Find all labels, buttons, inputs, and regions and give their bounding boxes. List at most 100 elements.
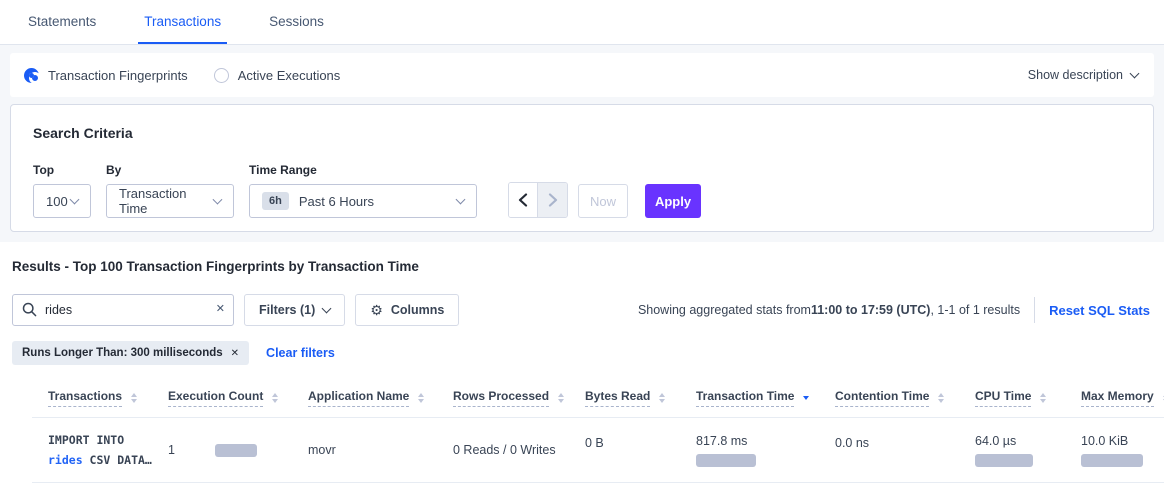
cell-transaction: IMPORT INTO rides CSV DATA… — [32, 417, 152, 484]
remove-filter-icon[interactable]: ✕ — [230, 347, 240, 359]
col-label[interactable]: Bytes Read — [585, 389, 651, 407]
view-toggle-band: Transaction Fingerprints Active Executio… — [10, 53, 1154, 97]
radio-label: Transaction Fingerprints — [48, 67, 188, 83]
col-label[interactable]: Rows Processed — [453, 389, 550, 407]
sort-icon[interactable] — [659, 393, 666, 403]
time-nav-group — [508, 182, 568, 218]
reset-sql-stats-link[interactable]: Reset SQL Stats — [1049, 302, 1150, 318]
applied-filters-row: Runs Longer Than: 300 milliseconds ✕ Cle… — [12, 341, 1164, 365]
col-header-transaction-time[interactable]: Transaction Time — [680, 381, 819, 418]
by-select[interactable]: Transaction Time — [106, 184, 234, 218]
sort-icon[interactable] — [1162, 393, 1164, 403]
top-select[interactable]: 100 — [33, 184, 91, 218]
filter-chip-label: Runs Longer Than: 300 milliseconds — [22, 347, 223, 359]
col-header-bytes-read[interactable]: Bytes Read — [569, 381, 680, 418]
search-input[interactable] — [12, 294, 234, 326]
apply-label: Apply — [654, 193, 692, 209]
filter-chip: Runs Longer Than: 300 milliseconds ✕ — [12, 341, 250, 365]
time-prev-button[interactable] — [509, 183, 538, 217]
cell-bytes-read: 0 B — [569, 417, 680, 484]
cell-application-name: movr — [292, 417, 437, 484]
now-button-disabled[interactable]: Now — [578, 184, 628, 218]
col-header-rows-processed[interactable]: Rows Processed — [437, 381, 569, 418]
results-table-wrap: Transactions Execution Count Application… — [32, 381, 1164, 484]
search-criteria-controls: Top 100 By Transaction Time Time Range 6… — [33, 163, 1131, 218]
col-header-contention-time[interactable]: Contention Time — [819, 381, 959, 418]
top-control: Top 100 — [33, 163, 91, 218]
time-range-control: Time Range 6h Past 6 Hours — [249, 163, 477, 218]
sort-icon[interactable] — [1040, 393, 1047, 403]
chevron-right-icon — [548, 193, 557, 207]
columns-button[interactable]: ⚙ Columns — [355, 294, 460, 326]
time-range-value: Past 6 Hours — [298, 193, 374, 209]
bytes-read-value: 0 B — [585, 436, 604, 451]
col-label[interactable]: Transaction Time — [696, 389, 795, 407]
tab-transactions[interactable]: Transactions — [138, 0, 228, 44]
col-label[interactable]: Execution Count — [168, 389, 264, 407]
sql-highlight: rides — [48, 453, 83, 468]
results-controls: ✕ Filters (1) ⚙ Columns Showing aggregat… — [12, 294, 1164, 326]
filters-label: Filters (1) — [259, 303, 316, 317]
tab-sessions[interactable]: Sessions — [269, 13, 324, 29]
radio-label: Active Executions — [237, 67, 341, 83]
col-header-application-name[interactable]: Application Name — [292, 381, 437, 418]
max-memory-value: 10.0 KiB — [1081, 433, 1129, 448]
search-criteria-card: Search Criteria Top 100 By Transaction T… — [10, 104, 1154, 232]
show-description-label: Show description — [1027, 68, 1123, 82]
clear-filters-link[interactable]: Clear filters — [266, 346, 335, 360]
col-header-max-memory[interactable]: Max Memory — [1065, 381, 1164, 418]
vertical-divider — [1034, 297, 1036, 323]
search-criteria-title: Search Criteria — [33, 125, 133, 141]
sort-icon[interactable] — [558, 393, 565, 403]
value-bar — [214, 443, 257, 457]
table-row: IMPORT INTO rides CSV DATA… 1 movr — [32, 417, 1164, 484]
by-select-value: Transaction Time — [119, 186, 187, 216]
col-label[interactable]: CPU Time — [975, 389, 1032, 407]
execution-count-value: 1 — [168, 443, 175, 458]
cell-max-memory: 10.0 KiB — [1065, 417, 1164, 484]
sort-icon[interactable] — [938, 393, 945, 403]
col-header-execution-count[interactable]: Execution Count — [152, 381, 292, 418]
radio-transaction-fingerprints[interactable]: Transaction Fingerprints — [24, 67, 188, 84]
transaction-fingerprint-link[interactable]: IMPORT INTO rides CSV DATA… — [48, 430, 152, 470]
chevron-down-icon — [321, 303, 332, 314]
col-label[interactable]: Max Memory — [1081, 389, 1154, 407]
radio-unselected-icon[interactable] — [213, 67, 229, 83]
col-label[interactable]: Transactions — [48, 389, 123, 407]
rows-processed-value: 0 Reads / 0 Writes — [453, 443, 556, 458]
sort-icon-active-desc[interactable] — [803, 396, 810, 400]
table-header-row: Transactions Execution Count Application… — [32, 381, 1164, 418]
top-label: Top — [33, 163, 55, 177]
col-label[interactable]: Contention Time — [835, 389, 930, 407]
chevron-down-icon — [69, 194, 80, 204]
clear-search-icon[interactable]: ✕ — [215, 303, 225, 315]
apply-button[interactable]: Apply — [645, 184, 701, 218]
radio-active-executions[interactable]: Active Executions — [213, 67, 341, 83]
col-header-cpu-time[interactable]: CPU Time — [959, 381, 1065, 418]
sql-line1: IMPORT INTO — [48, 433, 125, 447]
results-heading: Results - Top 100 Transaction Fingerprin… — [12, 259, 419, 274]
show-description-toggle[interactable]: Show description — [1027, 68, 1140, 82]
value-bar — [1081, 453, 1143, 467]
results-table: Transactions Execution Count Application… — [32, 381, 1164, 484]
cell-transaction-time: 817.8 ms — [680, 417, 819, 484]
contention-time-value: 0.0 ns — [835, 436, 870, 451]
col-label[interactable]: Application Name — [308, 389, 410, 407]
cpu-time-value: 64.0 µs — [975, 433, 1017, 448]
sort-icon[interactable] — [131, 393, 138, 403]
application-name-value: movr — [308, 443, 336, 458]
page-tabbar: Statements Transactions Sessions — [0, 0, 1164, 45]
time-next-button-disabled[interactable] — [538, 183, 567, 217]
value-bar — [975, 453, 1033, 467]
sort-icon[interactable] — [418, 393, 425, 403]
sort-icon[interactable] — [272, 393, 279, 403]
radio-selected-icon[interactable] — [24, 67, 41, 84]
time-range-select[interactable]: 6h Past 6 Hours — [249, 184, 477, 218]
stats-suffix: , 1-1 of 1 results — [930, 303, 1021, 317]
cell-execution-count: 1 — [152, 417, 292, 484]
tab-statements[interactable]: Statements — [28, 13, 97, 29]
filters-button[interactable]: Filters (1) — [244, 294, 346, 326]
by-control: By Transaction Time — [106, 163, 234, 218]
filters-section: Transaction Fingerprints Active Executio… — [0, 45, 1164, 242]
col-header-transactions[interactable]: Transactions — [32, 381, 152, 418]
